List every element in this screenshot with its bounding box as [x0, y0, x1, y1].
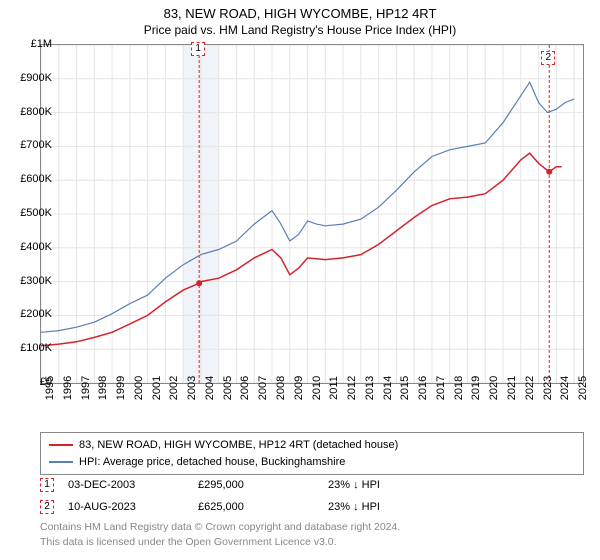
x-axis-label: 2011 [328, 376, 340, 400]
page-title: 83, NEW ROAD, HIGH WYCOMBE, HP12 4RT [0, 0, 600, 21]
x-axis-label: 2023 [542, 376, 554, 400]
legend-swatch-property [49, 444, 73, 446]
legend: 83, NEW ROAD, HIGH WYCOMBE, HP12 4RT (de… [40, 432, 584, 475]
x-axis-label: 1996 [62, 376, 74, 400]
line-chart [41, 45, 583, 383]
chart-marker-label: 2 [541, 51, 555, 65]
sale-delta: 23% ↓ HPI [328, 479, 458, 491]
x-axis-label: 1995 [44, 376, 56, 400]
sale-price: £295,000 [198, 479, 328, 491]
page-subtitle: Price paid vs. HM Land Registry's House … [0, 21, 600, 43]
sale-price: £625,000 [198, 501, 328, 513]
footer-line: This data is licensed under the Open Gov… [40, 535, 400, 550]
x-axis-label: 2020 [488, 376, 500, 400]
x-axis-label: 2012 [346, 376, 358, 400]
x-axis-label: 2000 [133, 376, 145, 400]
x-axis-label: 2021 [506, 376, 518, 400]
x-axis-label: 1998 [97, 376, 109, 400]
legend-row-property: 83, NEW ROAD, HIGH WYCOMBE, HP12 4RT (de… [49, 437, 575, 454]
y-axis-label: £700K [12, 139, 52, 151]
x-axis-label: 2009 [293, 376, 305, 400]
x-axis-label: 1999 [115, 376, 127, 400]
sale-marker-icon: 1 [40, 478, 54, 492]
footer-attribution: Contains HM Land Registry data © Crown c… [40, 520, 400, 549]
x-axis-label: 2016 [417, 376, 429, 400]
x-axis-label: 1997 [80, 376, 92, 400]
x-axis-label: 2025 [577, 376, 589, 400]
sale-delta: 23% ↓ HPI [328, 501, 458, 513]
y-axis-label: £1M [12, 38, 52, 50]
y-axis-label: £900K [12, 72, 52, 84]
arrow-down-icon: ↓ [353, 479, 359, 491]
y-axis-label: £200K [12, 308, 52, 320]
legend-label-hpi: HPI: Average price, detached house, Buck… [79, 454, 345, 471]
x-axis-label: 2008 [275, 376, 287, 400]
y-axis-label: £600K [12, 173, 52, 185]
y-axis-label: £500K [12, 207, 52, 219]
x-axis-label: 2019 [470, 376, 482, 400]
y-axis-label: £300K [12, 275, 52, 287]
arrow-down-icon: ↓ [353, 501, 359, 513]
sale-row: 1 03-DEC-2003 £295,000 23% ↓ HPI [40, 474, 584, 496]
x-axis-label: 2013 [364, 376, 376, 400]
legend-row-hpi: HPI: Average price, detached house, Buck… [49, 454, 575, 471]
footer-line: Contains HM Land Registry data © Crown c… [40, 520, 400, 535]
legend-swatch-hpi [49, 461, 73, 463]
sale-date: 10-AUG-2023 [68, 501, 198, 513]
y-axis-label: £800K [12, 106, 52, 118]
x-axis-label: 2017 [435, 376, 447, 400]
sale-date: 03-DEC-2003 [68, 479, 198, 491]
x-axis-label: 2001 [151, 376, 163, 400]
sale-row: 2 10-AUG-2023 £625,000 23% ↓ HPI [40, 496, 584, 518]
x-axis-label: 2014 [382, 376, 394, 400]
y-axis-label: £100K [12, 342, 52, 354]
x-axis-label: 2006 [239, 376, 251, 400]
x-axis-label: 2005 [222, 376, 234, 400]
sale-marker-icon: 2 [40, 500, 54, 514]
x-axis-label: 2024 [559, 376, 571, 400]
x-axis-label: 2010 [311, 376, 323, 400]
x-axis-label: 2002 [168, 376, 180, 400]
x-axis-label: 2015 [399, 376, 411, 400]
x-axis-label: 2022 [524, 376, 536, 400]
sales-table: 1 03-DEC-2003 £295,000 23% ↓ HPI 2 10-AU… [40, 474, 584, 518]
x-axis-label: 2007 [257, 376, 269, 400]
legend-label-property: 83, NEW ROAD, HIGH WYCOMBE, HP12 4RT (de… [79, 437, 398, 454]
chart-container [40, 44, 584, 384]
y-axis-label: £400K [12, 241, 52, 253]
x-axis-label: 2004 [204, 376, 216, 400]
chart-marker-label: 1 [191, 42, 205, 56]
x-axis-label: 2003 [186, 376, 198, 400]
x-axis-label: 2018 [453, 376, 465, 400]
